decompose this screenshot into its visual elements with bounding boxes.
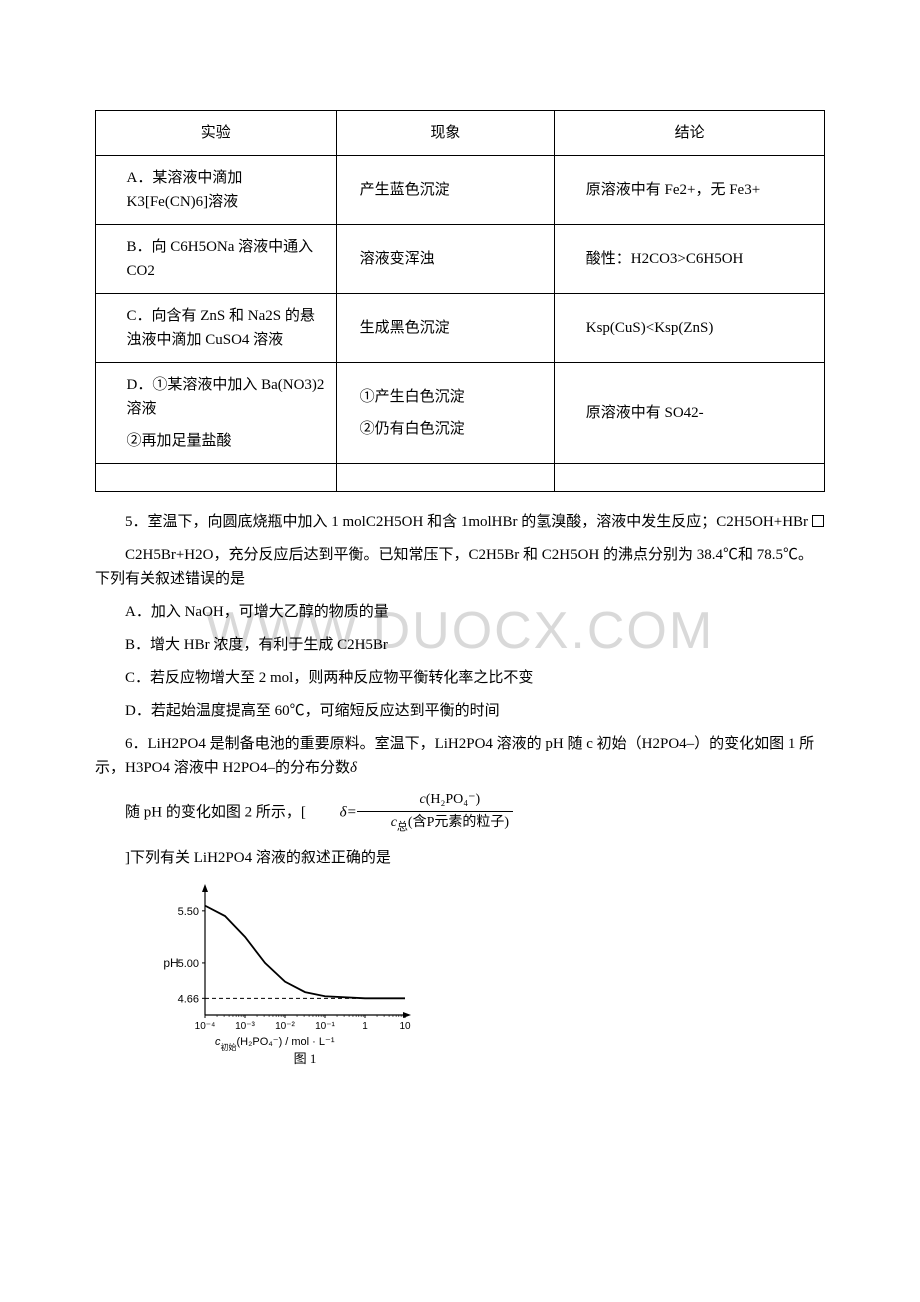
svg-text:c初始(H₂PO₄⁻) / mol · L⁻¹: c初始(H₂PO₄⁻) / mol · L⁻¹ bbox=[215, 1036, 335, 1052]
cell-a-conc: 原溶液中有 Fe2+，无 Fe3+ bbox=[563, 178, 816, 202]
q5-opt-c: C．若反应物增大至 2 mol，则两种反应物平衡转化率之比不变 bbox=[95, 666, 825, 690]
q6-line1: 6．LiH2PO4 是制备电池的重要原料。室温下，LiH2PO4 溶液的 pH … bbox=[95, 736, 814, 776]
delta-symbol: δ bbox=[350, 760, 357, 776]
q5-opt-a: A．加入 NaOH，可增大乙醇的物质的量 bbox=[95, 600, 825, 624]
cell-a-exp: A．某溶液中滴加 K3[Fe(CN)6]溶液 bbox=[104, 166, 328, 214]
empty-cell bbox=[336, 464, 555, 492]
q5-stem-2: C2H5Br+H2O，充分反应后达到平衡。已知常压下，C2H5Br 和 C2H5… bbox=[95, 543, 825, 591]
svg-text:10⁻¹: 10⁻¹ bbox=[315, 1021, 335, 1032]
cell-c-exp: C．向含有 ZnS 和 Na2S 的悬浊液中滴加 CuSO4 溶液 bbox=[104, 304, 328, 352]
cell-d-exp-1: D．①某溶液中加入 Ba(NO3)2 溶液 bbox=[104, 373, 328, 421]
q5-opt-b: B．增大 HBr 浓度，有利于生成 C2H5Br bbox=[95, 633, 825, 657]
table-row: B．向 C6H5ONa 溶液中通入 CO2 溶液变浑浊 酸性：H2CO3>C6H… bbox=[96, 225, 825, 294]
empty-cell bbox=[96, 464, 337, 492]
svg-text:10⁻⁴: 10⁻⁴ bbox=[195, 1021, 216, 1032]
table-row: C．向含有 ZnS 和 Na2S 的悬浊液中滴加 CuSO4 溶液 生成黑色沉淀… bbox=[96, 294, 825, 363]
svg-text:5.00: 5.00 bbox=[178, 958, 199, 970]
q5-opt-d: D．若起始温度提高至 60℃，可缩短反应达到平衡的时间 bbox=[95, 699, 825, 723]
fraction-denominator: c总(含P元素的粒子) bbox=[357, 812, 513, 836]
q5-stem-1: 5．室温下，向圆底烧瓶中加入 1 molC2H5OH 和含 1molHBr 的氢… bbox=[95, 510, 825, 534]
header-phenomenon: 现象 bbox=[336, 111, 555, 156]
equilibrium-icon bbox=[812, 515, 824, 527]
table-row: A．某溶液中滴加 K3[Fe(CN)6]溶液 产生蓝色沉淀 原溶液中有 Fe2+… bbox=[96, 156, 825, 225]
header-conclusion: 结论 bbox=[555, 111, 825, 156]
q6-formula-pre: 随 pH 的变化如图 2 所示，[ bbox=[125, 804, 306, 820]
svg-text:10⁻²: 10⁻² bbox=[275, 1021, 295, 1032]
svg-text:4.66: 4.66 bbox=[178, 993, 199, 1005]
delta-formula: δ= c(H₂PO₄⁻) c总(含P元素的粒子) bbox=[310, 789, 513, 837]
svg-text:图 1: 图 1 bbox=[294, 1051, 317, 1066]
cell-c-conc: Ksp(CuS)<Ksp(ZnS) bbox=[563, 316, 816, 340]
page-content: 实验 现象 结论 A．某溶液中滴加 K3[Fe(CN)6]溶液 产生蓝色沉淀 原… bbox=[95, 110, 825, 1070]
q5-line1: 5．室温下，向圆底烧瓶中加入 1 molC2H5OH 和含 1molHBr 的氢… bbox=[125, 514, 812, 530]
cell-b-phen: 溶液变浑浊 bbox=[345, 247, 547, 271]
table-empty-row bbox=[96, 464, 825, 492]
empty-cell bbox=[555, 464, 825, 492]
num-rest: (H₂PO₄⁻) bbox=[426, 792, 480, 807]
cell-c-phen: 生成黑色沉淀 bbox=[345, 316, 547, 340]
cell-d-exp-2: ②再加足量盐酸 bbox=[104, 429, 328, 453]
svg-text:10: 10 bbox=[399, 1021, 411, 1032]
svg-text:1: 1 bbox=[362, 1021, 368, 1032]
svg-text:10⁻³: 10⁻³ bbox=[235, 1021, 255, 1032]
header-experiment: 实验 bbox=[96, 111, 337, 156]
cell-b-conc: 酸性：H2CO3>C6H5OH bbox=[563, 247, 816, 271]
delta-symbol-2: δ bbox=[340, 804, 347, 820]
den-rest: (含P元素的粒子) bbox=[408, 815, 509, 830]
den-sub: 总 bbox=[397, 821, 408, 833]
svg-text:pH: pH bbox=[163, 956, 178, 970]
experiment-table: 实验 现象 结论 A．某溶液中滴加 K3[Fe(CN)6]溶液 产生蓝色沉淀 原… bbox=[95, 110, 825, 492]
q6-formula-line: 随 pH 的变化如图 2 所示，[ δ= c(H₂PO₄⁻) c总(含P元素的粒… bbox=[95, 789, 825, 837]
cell-d-phen-1: ①产生白色沉淀 bbox=[345, 385, 547, 409]
q6-stem-1: 6．LiH2PO4 是制备电池的重要原料。室温下，LiH2PO4 溶液的 pH … bbox=[95, 732, 825, 780]
figure-1: 5.50 5.00 4.66 10⁻⁴ 10⁻³ 10⁻² 10⁻¹ 1 10 pH c初始(H₂P… bbox=[155, 880, 415, 1070]
svg-text:5.50: 5.50 bbox=[178, 906, 199, 918]
fraction: c(H₂PO₄⁻) c总(含P元素的粒子) bbox=[357, 789, 513, 837]
cell-d-phen-2: ②仍有白色沉淀 bbox=[345, 417, 547, 441]
fraction-numerator: c(H₂PO₄⁻) bbox=[357, 789, 513, 812]
table-header-row: 实验 现象 结论 bbox=[96, 111, 825, 156]
ph-chart: 5.50 5.00 4.66 10⁻⁴ 10⁻³ 10⁻² 10⁻¹ 1 10 pH c初始(H₂P… bbox=[155, 880, 415, 1070]
cell-a-phen: 产生蓝色沉淀 bbox=[345, 178, 547, 202]
equals-sign: = bbox=[347, 804, 357, 820]
table-row: D．①某溶液中加入 Ba(NO3)2 溶液 ②再加足量盐酸 ①产生白色沉淀 ②仍… bbox=[96, 363, 825, 464]
cell-d-conc: 原溶液中有 SO42- bbox=[563, 401, 816, 425]
cell-b-exp: B．向 C6H5ONa 溶液中通入 CO2 bbox=[104, 235, 328, 283]
q6-stem-2: ]下列有关 LiH2PO4 溶液的叙述正确的是 bbox=[95, 846, 825, 870]
